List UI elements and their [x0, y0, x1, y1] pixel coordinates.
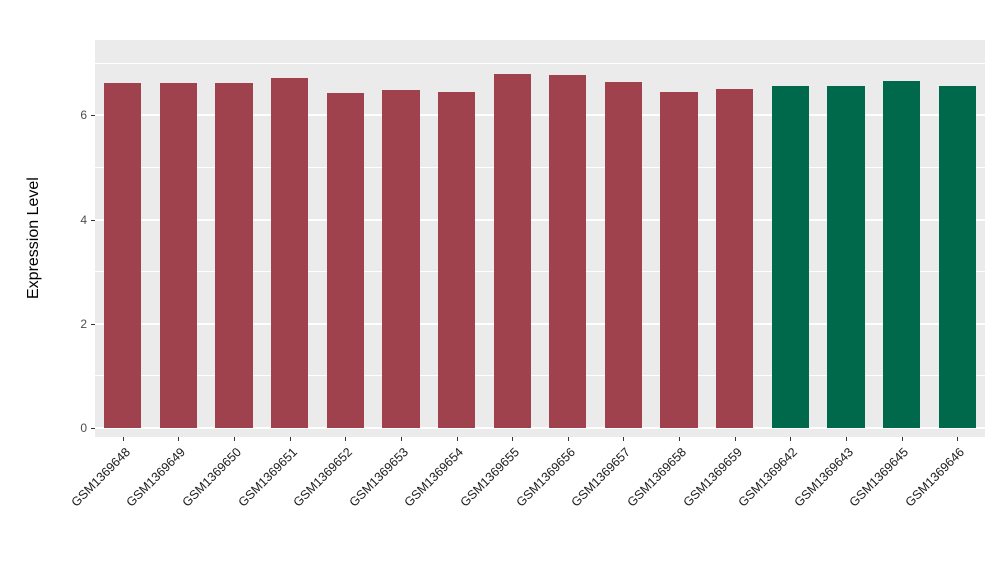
x-tick	[957, 437, 959, 441]
bar	[271, 77, 309, 428]
y-tick	[91, 323, 95, 325]
y-tick-label: 4	[80, 212, 87, 227]
bar	[382, 89, 420, 428]
chart-panel: Expression Level 0 2 4 6 GSM1369648 GSM136964…	[25, 40, 985, 509]
bar	[771, 85, 809, 428]
y-axis-title: Expression Level	[25, 177, 42, 300]
y-tick-label: 6	[80, 108, 87, 123]
x-tick-label-text: GSM1369649	[123, 445, 189, 510]
x-tick	[567, 437, 569, 441]
grid-line-major	[95, 426, 985, 429]
x-tick-label-text: GSM1369657	[568, 445, 634, 510]
x-tick	[623, 437, 625, 441]
bar	[882, 80, 921, 428]
y-tick	[91, 219, 95, 221]
x-tick-label-text: GSM1369654	[402, 445, 467, 510]
bar	[827, 85, 865, 428]
grid-line-minor	[95, 62, 985, 64]
bar	[493, 73, 531, 428]
x-tick-label-text: GSM1369642	[735, 445, 801, 510]
x-tick	[679, 437, 681, 441]
x-tick-label-text: GSM1369658	[624, 445, 689, 510]
grid-line-major	[95, 322, 985, 325]
bar	[159, 82, 198, 428]
x-tick-label-text: GSM1369650	[179, 445, 244, 510]
x-tick-label-text: GSM1369646	[902, 445, 968, 510]
x-tick	[234, 437, 236, 441]
y-tick-label: 2	[80, 316, 87, 331]
bar	[604, 81, 643, 428]
bar	[660, 91, 698, 428]
x-tick	[400, 437, 402, 441]
y-tick-label: 0	[80, 420, 87, 435]
y-tick	[91, 427, 95, 429]
x-tick	[456, 437, 458, 441]
bar	[938, 85, 976, 428]
bar	[104, 82, 142, 428]
x-tick-label-text: GSM1369652	[290, 445, 356, 510]
grid-line-minor	[95, 166, 985, 168]
x-tick	[845, 437, 847, 441]
grid-line-minor	[95, 375, 985, 377]
y-tick	[91, 115, 95, 117]
x-tick	[790, 437, 792, 441]
grid-line-major	[95, 218, 985, 221]
x-tick	[178, 437, 180, 441]
bar	[437, 91, 476, 428]
x-tick-label-text: GSM1369655	[457, 445, 523, 510]
grid-line-major	[95, 114, 985, 117]
grid-line-minor	[95, 271, 985, 273]
x-tick	[512, 437, 514, 441]
bar	[549, 74, 587, 428]
bar	[326, 92, 364, 428]
x-tick	[734, 437, 736, 441]
x-tick	[289, 437, 291, 441]
x-tick-label-text: GSM1369645	[847, 445, 912, 510]
bar	[716, 88, 754, 428]
x-tick	[901, 437, 903, 441]
x-tick	[345, 437, 347, 441]
x-tick	[122, 437, 124, 441]
bar	[215, 82, 253, 428]
